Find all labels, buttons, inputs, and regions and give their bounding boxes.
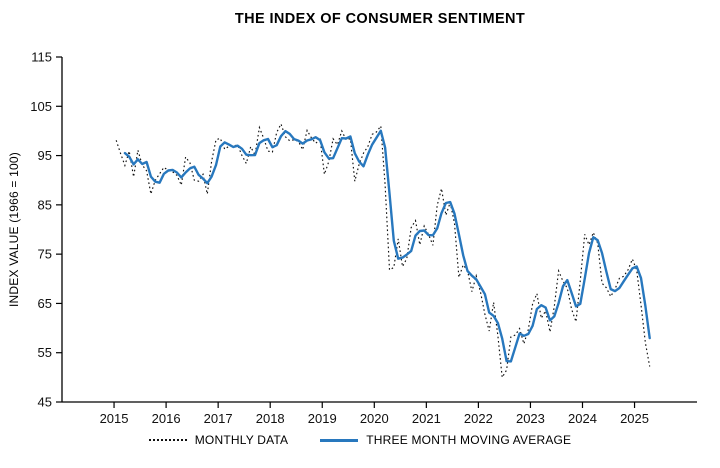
x-tick-label: 2016 — [152, 411, 181, 426]
x-tick-label: 2019 — [308, 411, 337, 426]
legend-item-moving-average: THREE MONTH MOVING AVERAGE — [320, 433, 571, 447]
y-tick-label: 75 — [38, 247, 52, 262]
moving-average-line — [123, 129, 651, 363]
y-tick-label: 105 — [30, 99, 52, 114]
x-tick-label: 2025 — [620, 411, 649, 426]
y-tick-label: 65 — [38, 296, 52, 311]
y-tick-label: 45 — [38, 395, 52, 410]
y-tick-label: 55 — [38, 345, 52, 360]
x-tick-label: 2024 — [568, 411, 597, 426]
monthly-data-line — [115, 122, 651, 380]
legend-label-moving-average: THREE MONTH MOVING AVERAGE — [366, 433, 572, 447]
y-tick-label: 115 — [31, 50, 52, 65]
x-tick-label: 2023 — [516, 411, 545, 426]
chart-legend: MONTHLY DATA THREE MONTH MOVING AVERAGE — [0, 433, 720, 447]
x-tick-label: 2015 — [100, 411, 129, 426]
legend-item-monthly-data: MONTHLY DATA — [148, 433, 289, 447]
x-tick-label: 2018 — [256, 411, 285, 426]
x-tick-label: 2020 — [360, 411, 389, 426]
x-tick-label: 2021 — [412, 411, 441, 426]
x-tick-label: 2022 — [464, 411, 493, 426]
sentiment-chart: 45 55 65 75 85 95 105 115 2015 2016 2017 2018 2019 20… — [30, 50, 697, 426]
y-tick-label: 85 — [38, 197, 52, 212]
legend-line-moving-average-icon — [320, 438, 359, 442]
y-tick-label: 95 — [38, 148, 52, 163]
legend-line-monthly-icon — [148, 439, 187, 441]
chart-title: THE INDEX OF CONSUMER SENTIMENT — [234, 11, 526, 27]
legend-label-monthly: MONTHLY DATA — [194, 433, 289, 447]
x-tick-label: 2017 — [204, 411, 233, 426]
